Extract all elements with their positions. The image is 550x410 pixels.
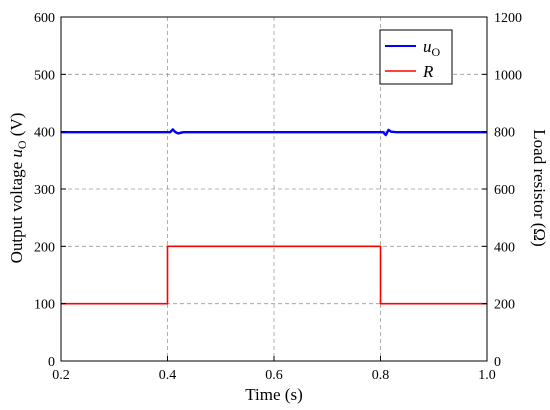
y-left-tick-label: 400 (34, 126, 55, 141)
y-left-tick-label: 0 (48, 355, 55, 370)
legend-label-uo-main: u (423, 37, 432, 56)
legend-label-uo: uO (423, 37, 441, 59)
y-axis-left-label-sub: O (15, 140, 29, 149)
series-line-uo (61, 128, 487, 137)
y-axis-left-label-unit: (V) (7, 113, 26, 141)
y-right-tick-label: 1000 (494, 68, 522, 83)
x-tick-label: 1.0 (478, 368, 496, 383)
legend-label-r: R (422, 62, 434, 81)
y-left-tick-label: 500 (34, 68, 55, 83)
y-right-tick-label: 600 (494, 183, 515, 198)
y-left-tick-label: 200 (34, 240, 55, 255)
y-right-tick-label: 1200 (494, 11, 522, 26)
x-tick-label: 0.6 (265, 368, 283, 383)
x-tick-label: 0.2 (52, 368, 70, 383)
legend: uO R (379, 29, 453, 85)
y-left-tick-label: 600 (34, 11, 55, 26)
y-axis-right-label: Load resistor (Ω) (530, 129, 549, 246)
y-right-tick-label: 0 (494, 355, 501, 370)
y-left-tick-label: 300 (34, 183, 55, 198)
series-line-r (61, 245, 487, 305)
y-axis-left-label-prefix: Output voltage (7, 158, 26, 264)
legend-box (379, 29, 453, 85)
y-left-tick-label: 100 (34, 298, 55, 313)
y-right-tick-label: 800 (494, 126, 515, 141)
legend-label-uo-sub: O (432, 45, 441, 59)
y-right-tick-label: 400 (494, 240, 515, 255)
x-tick-label: 0.8 (372, 368, 390, 383)
x-tick-label: 0.4 (159, 368, 177, 383)
plot-series (61, 128, 487, 305)
y-axis-left-label-symbol: u (7, 149, 26, 158)
y-right-tick-label: 200 (494, 298, 515, 313)
axis-ticks: 0 0 100 200 200 400 300 600 400 800 500 1000 600 1200… (34, 11, 522, 383)
x-axis-label: Time (s) (245, 385, 302, 404)
y-axis-left-label: Output voltage uO (V) (7, 113, 29, 264)
